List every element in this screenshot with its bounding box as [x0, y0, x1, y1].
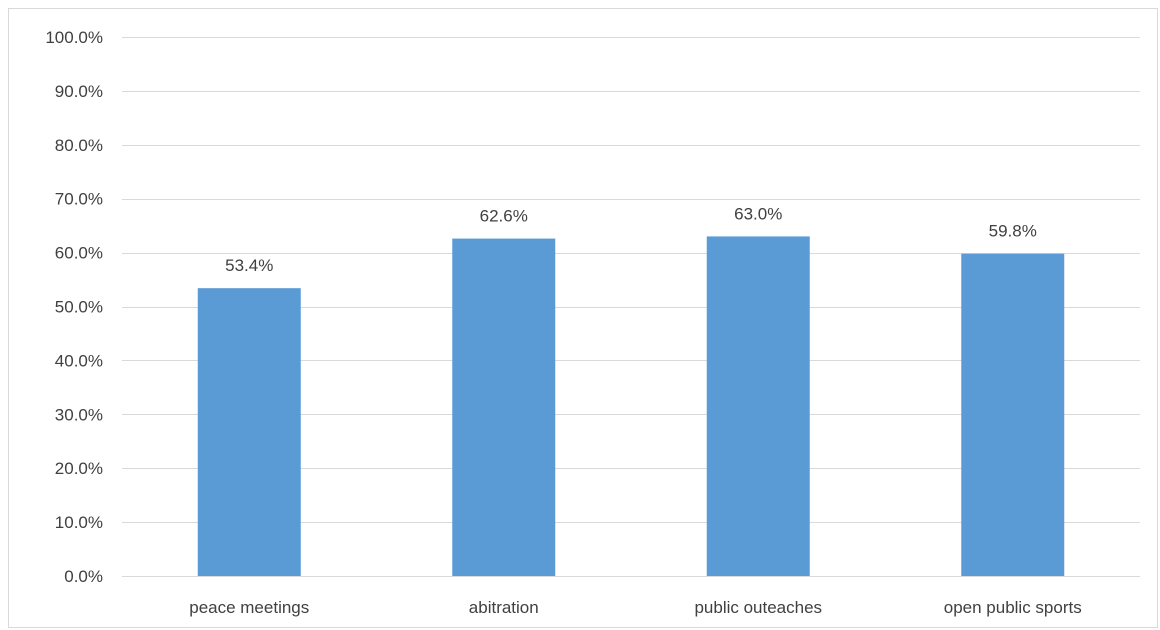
y-axis-tick-labels: 0.0% 10.0% 20.0% 30.0% 40.0% 50.0% 60.0% 70.0% 8…	[45, 28, 103, 586]
y-tick-label: 70.0%	[55, 190, 103, 209]
data-label: 53.4%	[225, 256, 273, 275]
y-tick-label: 100.0%	[45, 28, 103, 47]
y-tick-label: 30.0%	[55, 405, 103, 424]
bar	[452, 238, 556, 576]
y-tick-label: 40.0%	[55, 351, 103, 370]
bar	[961, 253, 1065, 577]
y-tick-label: 0.0%	[64, 567, 103, 586]
bar	[197, 288, 301, 576]
y-tick-label: 50.0%	[55, 298, 103, 317]
x-axis-tick-labels: peace meetings abitration public outeaches…	[189, 598, 1082, 617]
bar	[706, 236, 810, 576]
y-tick-label: 60.0%	[55, 244, 103, 263]
data-labels: 53.4% 62.6% 63.0% 59.8%	[225, 204, 1037, 275]
x-tick-label: public outeaches	[694, 598, 822, 617]
y-tick-label: 90.0%	[55, 82, 103, 101]
data-label: 59.8%	[989, 222, 1037, 241]
y-tick-label: 20.0%	[55, 459, 103, 478]
x-tick-label: abitration	[469, 598, 539, 617]
x-tick-label: peace meetings	[189, 598, 309, 617]
y-tick-label: 10.0%	[55, 513, 103, 532]
data-label: 62.6%	[480, 207, 528, 226]
data-label: 63.0%	[734, 204, 782, 223]
x-tick-label: open public sports	[944, 598, 1082, 617]
bars	[197, 236, 1065, 577]
y-tick-label: 80.0%	[55, 136, 103, 155]
